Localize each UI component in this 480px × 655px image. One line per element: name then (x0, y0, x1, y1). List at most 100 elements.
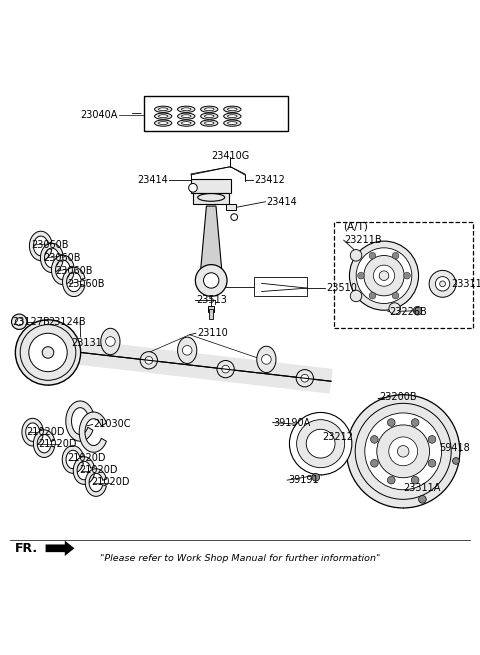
Circle shape (440, 281, 445, 287)
Circle shape (296, 369, 313, 387)
Ellipse shape (178, 120, 195, 126)
Circle shape (389, 303, 400, 314)
Ellipse shape (155, 120, 172, 126)
Bar (254, 277, 307, 296)
Ellipse shape (201, 120, 218, 126)
Circle shape (349, 241, 419, 310)
Circle shape (301, 375, 309, 382)
Polygon shape (62, 267, 85, 297)
Text: 23060B: 23060B (67, 279, 105, 289)
Circle shape (392, 252, 399, 259)
Circle shape (297, 420, 345, 468)
Circle shape (42, 346, 54, 358)
Text: 21020D: 21020D (26, 427, 65, 437)
Ellipse shape (224, 120, 241, 126)
Text: 23060B: 23060B (31, 240, 69, 250)
Ellipse shape (257, 346, 276, 373)
Ellipse shape (228, 108, 237, 111)
Circle shape (140, 352, 157, 369)
Circle shape (387, 419, 395, 426)
Ellipse shape (224, 113, 241, 119)
Text: 23200B: 23200B (379, 392, 417, 402)
Polygon shape (66, 401, 93, 441)
Text: 23226B: 23226B (389, 307, 427, 316)
Ellipse shape (158, 115, 168, 118)
Circle shape (182, 345, 192, 355)
Text: 23513: 23513 (196, 295, 227, 305)
Ellipse shape (228, 122, 237, 124)
Ellipse shape (178, 337, 197, 364)
Ellipse shape (228, 115, 237, 118)
Ellipse shape (181, 115, 191, 118)
Circle shape (262, 354, 271, 364)
Circle shape (379, 271, 389, 280)
Circle shape (204, 272, 219, 288)
Text: 23510: 23510 (326, 283, 357, 293)
Circle shape (397, 445, 409, 457)
Ellipse shape (181, 108, 191, 111)
Text: 23040A: 23040A (80, 110, 118, 120)
Ellipse shape (178, 113, 195, 119)
Text: 23311A: 23311A (403, 483, 441, 493)
Circle shape (231, 214, 238, 221)
Text: 21030C: 21030C (94, 419, 131, 430)
Bar (208, 306, 214, 312)
Circle shape (358, 272, 364, 279)
Circle shape (356, 248, 412, 303)
Circle shape (404, 272, 410, 279)
Circle shape (355, 403, 451, 499)
Text: 21020D: 21020D (67, 453, 106, 463)
Ellipse shape (224, 106, 241, 113)
Polygon shape (22, 419, 43, 446)
Circle shape (373, 265, 395, 286)
Circle shape (371, 436, 378, 443)
Polygon shape (200, 206, 223, 280)
Text: 23311B: 23311B (451, 279, 480, 289)
Circle shape (189, 183, 197, 192)
Text: 23060B: 23060B (43, 253, 81, 263)
Text: 21020D: 21020D (91, 477, 130, 487)
Text: 23212: 23212 (323, 432, 354, 442)
Circle shape (428, 459, 436, 467)
Circle shape (392, 292, 399, 299)
Ellipse shape (204, 115, 214, 118)
Circle shape (411, 419, 419, 426)
Circle shape (289, 413, 352, 475)
Circle shape (453, 458, 459, 464)
Polygon shape (34, 430, 55, 457)
Text: 23414: 23414 (266, 196, 297, 207)
Text: 23131: 23131 (71, 338, 102, 348)
Circle shape (387, 476, 395, 484)
Circle shape (350, 250, 362, 261)
Text: 23414: 23414 (137, 175, 168, 185)
Polygon shape (40, 243, 63, 272)
Text: 59418: 59418 (439, 443, 470, 453)
Polygon shape (46, 540, 74, 556)
Circle shape (377, 425, 430, 477)
Circle shape (312, 474, 320, 481)
Ellipse shape (155, 113, 172, 119)
Text: 23127B: 23127B (12, 317, 50, 327)
Circle shape (419, 495, 426, 503)
Text: (A/T): (A/T) (343, 221, 368, 232)
Bar (144, 96, 288, 131)
Ellipse shape (158, 108, 168, 111)
Text: 23211B: 23211B (345, 235, 382, 245)
Circle shape (15, 320, 81, 385)
Circle shape (364, 255, 404, 296)
Circle shape (306, 429, 335, 458)
Polygon shape (29, 231, 52, 261)
Bar (226, 204, 236, 210)
Circle shape (145, 356, 153, 364)
Text: 23110: 23110 (197, 328, 228, 338)
Text: "Please refer to Work Shop Manual for further information": "Please refer to Work Shop Manual for fu… (100, 554, 380, 563)
Polygon shape (62, 445, 84, 474)
Circle shape (350, 290, 362, 302)
Circle shape (429, 271, 456, 297)
Polygon shape (85, 469, 107, 496)
Ellipse shape (101, 328, 120, 354)
Circle shape (15, 318, 23, 326)
Circle shape (411, 476, 419, 484)
Polygon shape (51, 255, 74, 284)
Circle shape (428, 436, 436, 443)
